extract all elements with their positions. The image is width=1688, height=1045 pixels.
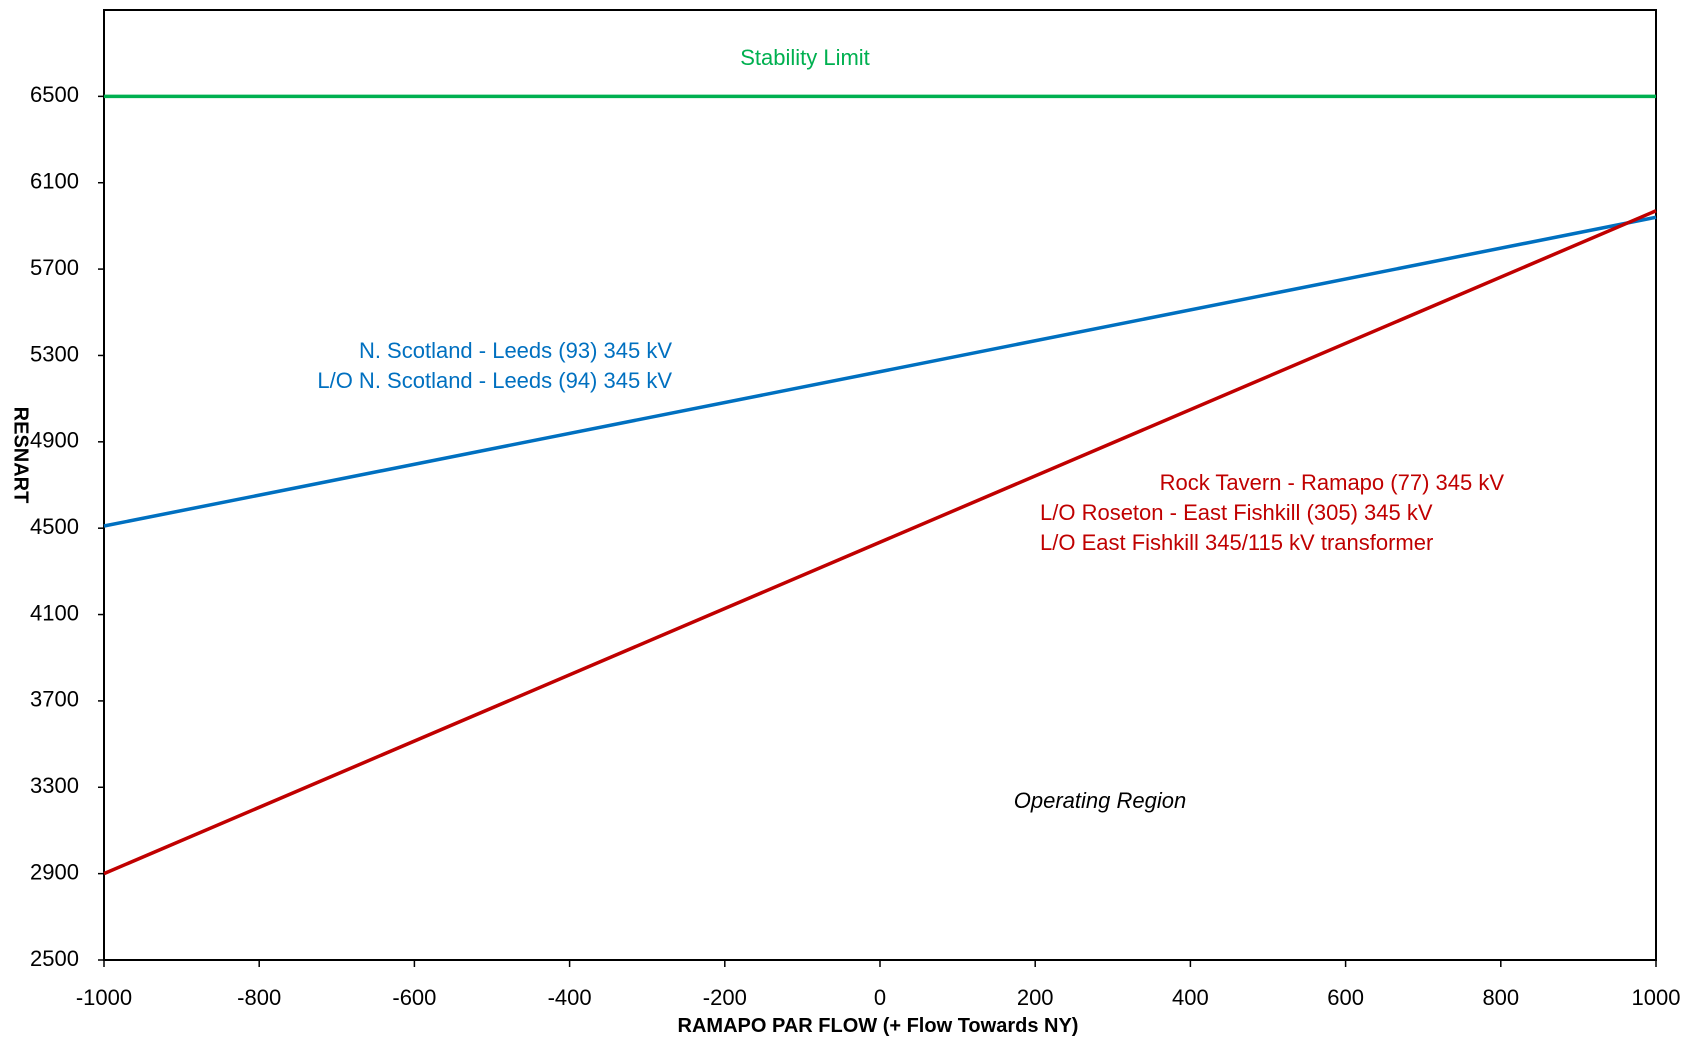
x-tick-label: 600 <box>1327 985 1364 1010</box>
y-tick-label: 4900 <box>30 428 79 453</box>
y-tick-label: 5700 <box>30 255 79 280</box>
y-tick-label: 2900 <box>30 859 79 884</box>
x-tick-label: 800 <box>1482 985 1519 1010</box>
y-tick-label: 6100 <box>30 169 79 194</box>
y-tick-label: 3300 <box>30 773 79 798</box>
y-tick-label: 5300 <box>30 341 79 366</box>
red-annotation-line1: Rock Tavern - Ramapo (77) 345 kV <box>1160 470 1505 495</box>
red-annotation-line2: L/O Roseton - East Fishkill (305) 345 kV <box>1040 500 1433 525</box>
y-tick-label: 3700 <box>30 687 79 712</box>
y-tick-label: 2500 <box>30 946 79 971</box>
x-tick-label: 1000 <box>1632 985 1681 1010</box>
y-axis-title: RESNART <box>10 407 32 504</box>
x-tick-label: 400 <box>1172 985 1209 1010</box>
stability-limit-label: Stability Limit <box>740 45 870 70</box>
red-annotation-line3: L/O East Fishkill 345/115 kV transformer <box>1040 530 1433 555</box>
x-tick-label: -400 <box>548 985 592 1010</box>
x-tick-label: -800 <box>237 985 281 1010</box>
operating-region-label: Operating Region <box>1014 788 1186 813</box>
x-tick-label: -200 <box>703 985 747 1010</box>
x-axis-title: RAMAPO PAR FLOW (+ Flow Towards NY) <box>678 1015 1079 1037</box>
x-tick-label: 200 <box>1017 985 1054 1010</box>
y-tick-label: 6500 <box>30 82 79 107</box>
y-tick-label: 4500 <box>30 514 79 539</box>
x-tick-label: -600 <box>392 985 436 1010</box>
blue-annotation-line2: L/O N. Scotland - Leeds (94) 345 kV <box>317 368 672 393</box>
blue-annotation-line1: N. Scotland - Leeds (93) 345 kV <box>359 338 672 363</box>
x-tick-label: 0 <box>874 985 886 1010</box>
x-tick-label: -1000 <box>76 985 132 1010</box>
y-tick-label: 4100 <box>30 600 79 625</box>
